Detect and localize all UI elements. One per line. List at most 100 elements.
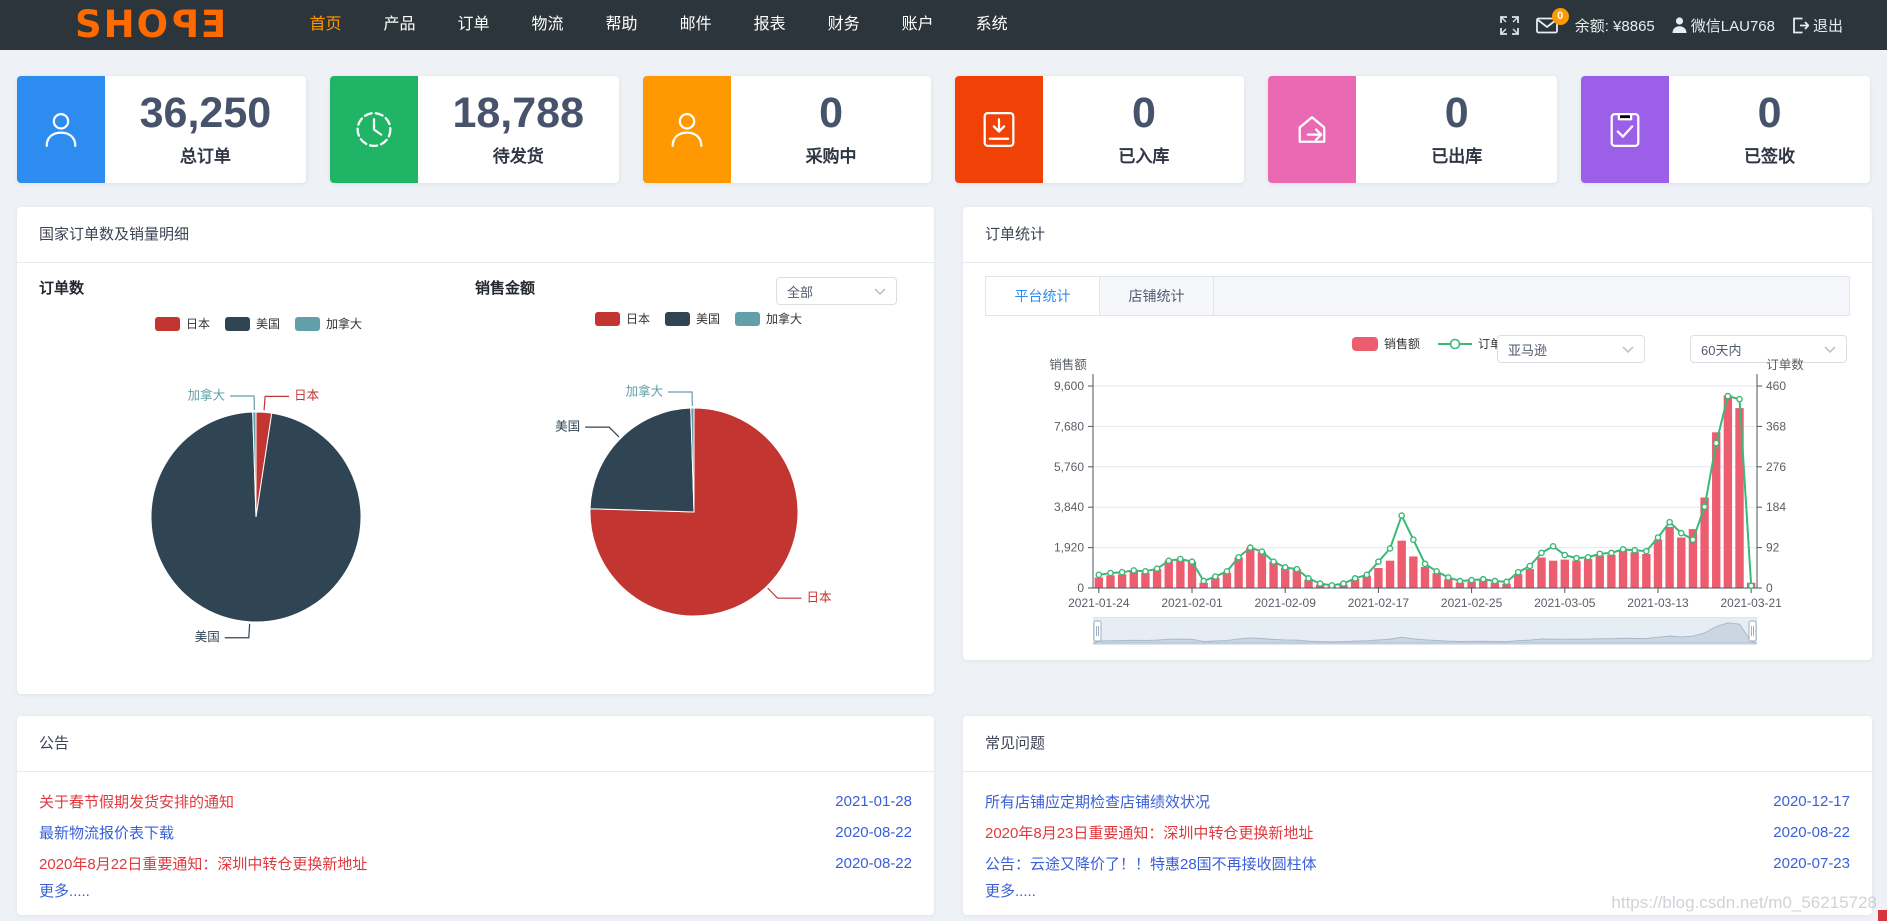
menu-item-9[interactable]: 系统 [975,16,1008,33]
main-menu: 首页 产品 订单 物流 帮助 邮件 报表 财务 账户 系统 [288,0,1028,50]
logout-icon [1793,17,1809,33]
menu-item-2[interactable]: 订单 [457,16,490,33]
faq-item: 公告：云途又降价了！！特惠28国不再接收圆柱体 2020-07-23 [985,848,1850,879]
legend-item-加拿大[interactable]: 加拿大 [295,315,362,332]
stat-cards-row: 36,250 总订单 18,788 待发货 0 采购中 0 已入库 0 已出库 0 已签收 [17,76,1870,183]
svg-text:0: 0 [1077,581,1084,595]
legend-item-日本[interactable]: 日本 [155,315,210,332]
faq-link[interactable]: 公告：云途又降价了！！特惠28国不再接收圆柱体 [985,856,1317,873]
legend-label: 加拿大 [766,312,803,326]
legend-swatch [595,311,620,326]
menu-item-8[interactable]: 账户 [901,16,934,33]
svg-text:销售额: 销售额 [1049,357,1087,372]
user-icon [642,76,731,183]
stat-card-已签收[interactable]: 0 已签收 [1581,76,1870,183]
sales-pie-legend: 日本 美国 加拿大 [595,310,817,327]
legend-label: 美国 [256,317,281,331]
legend-item-美国[interactable]: 美国 [225,315,280,332]
legend-swatch [735,311,761,326]
legend-label: 日本 [626,312,651,326]
stat-card-待发货[interactable]: 18,788 待发货 [329,76,619,183]
stat-card-采购中[interactable]: 0 采购中 [642,76,932,183]
stat-card-已出库[interactable]: 0 已出库 [1268,76,1558,183]
stat-label: 总订单 [179,147,231,166]
legend-label: 加拿大 [326,317,363,331]
sales-pie-chart: 日本 美国 加拿大 [529,365,865,665]
svg-text:92: 92 [1766,541,1780,555]
notice-more-link[interactable]: 更多..... [39,883,90,900]
panel-title: 国家订单数及销量明细 [17,207,934,263]
notice-list: 关于春节假期发货安排的通知 2021-01-28 最新物流报价表下载 2020-08-… [17,772,934,901]
chevron-down-icon [874,287,886,295]
home-out-icon [1268,76,1357,183]
clipboard-check-icon [1581,76,1670,183]
menu-item-5[interactable]: 邮件 [679,16,712,33]
stat-label: 已入库 [1118,147,1170,166]
svg-text:日本: 日本 [294,389,320,403]
fullscreen-icon[interactable] [1499,15,1519,35]
menu-item-7[interactable]: 财务 [827,16,860,33]
legend-item-美国[interactable]: 美国 [665,310,720,327]
menu-item-4[interactable]: 帮助 [605,16,638,33]
notice-link[interactable]: 2020年8月22日重要通知：深圳中转仓更换新地址 [39,856,368,873]
faq-date: 2020-07-23 [1773,855,1850,872]
stat-value: 0 [819,89,844,137]
stat-label: 采购中 [805,147,857,166]
svg-text:美国: 美国 [195,630,220,644]
chevron-down-icon [1824,345,1836,353]
faq-panel: 常见问题 所有店铺应定期检查店铺绩效状况 2020-12-17 2020年8月23日… [963,716,1872,915]
svg-text:3,840: 3,840 [1054,500,1084,514]
range-select[interactable]: 60天内 [1690,335,1847,363]
logout-button[interactable]: 退出 [1792,15,1843,36]
svg-text:368: 368 [1766,419,1786,433]
svg-text:2021-02-17: 2021-02-17 [1348,596,1410,610]
stat-value: 0 [1444,89,1469,137]
panel-title: 订单统计 [963,207,1872,263]
stat-card-body: 18,788 待发货 [418,76,619,183]
chart-datazoom-slider[interactable] [1093,617,1757,645]
menu-item-1[interactable]: 产品 [383,16,416,33]
notice-link[interactable]: 最新物流报价表下载 [39,825,175,842]
country-filter-select[interactable]: 全部 [776,277,897,305]
stat-value: 36,250 [139,89,272,137]
legend-item-加拿大[interactable]: 加拿大 [735,310,802,327]
stat-card-总订单[interactable]: 36,250 总订单 [17,76,306,183]
order-stats-tabs: 平台统计 店铺统计 [985,276,1850,316]
faq-list: 所有店铺应定期检查店铺绩效状况 2020-12-17 2020年8月23日重要通知：… [963,772,1872,901]
faq-link[interactable]: 所有店铺应定期检查店铺绩效状况 [985,794,1211,811]
faq-more-link[interactable]: 更多..... [985,883,1036,900]
tab-platform-stats[interactable]: 平台统计 [986,277,1100,315]
legend-item-日本[interactable]: 日本 [595,310,650,327]
navbar-right: 0 余额: ¥8865 微信LAU768 退出 [1499,7,1843,36]
stat-card-已入库[interactable]: 0 已入库 [955,76,1245,183]
menu-item-3[interactable]: 物流 [531,16,564,33]
legend-sales[interactable]: 销售额 [1352,335,1420,352]
menu-item-0[interactable]: 首页 [309,16,342,33]
svg-text:加拿大: 加拿大 [188,387,226,402]
faq-date: 2020-08-22 [1773,824,1850,841]
order-stats-panel: 订单统计 平台统计 店铺统计 销售额 订单数 亚马逊 60天内 0 1,920 3,… [963,207,1872,660]
message-count-badge: 0 [1551,7,1569,25]
notice-date: 2021-01-28 [835,793,912,810]
account-menu[interactable]: 微信LAU768 [1672,15,1775,36]
messages-icon[interactable]: 0 [1535,7,1569,34]
orders-pie-chart: 日本美国 加拿大 [102,369,422,669]
svg-text:加拿大: 加拿大 [626,383,664,398]
notice-link[interactable]: 关于春节假期发货安排的通知 [39,794,235,811]
chevron-down-icon [1622,345,1634,353]
faq-link[interactable]: 2020年8月23日重要通知：深圳中转仓更换新地址 [985,825,1314,842]
top-navbar: SHOPE 首页 产品 订单 物流 帮助 邮件 报表 财务 账户 系统 0 余额: ¥8865 微… [0,0,1887,50]
notice-date: 2020-08-22 [835,855,912,872]
notice-date: 2020-08-22 [835,824,912,841]
menu-item-6[interactable]: 报表 [753,16,786,33]
tab-shop-stats[interactable]: 店铺统计 [1100,277,1214,315]
user-icon [17,76,105,183]
platform-select[interactable]: 亚马逊 [1497,335,1645,363]
panel-title: 公告 [17,716,934,772]
stat-label: 已出库 [1431,147,1483,166]
shope-logo[interactable]: SHOPE [75,3,227,46]
stat-value: 0 [1131,89,1156,137]
legend-swatch [665,311,691,326]
legend-swatch [155,316,180,331]
stat-card-body: 36,250 总订单 [105,76,306,183]
